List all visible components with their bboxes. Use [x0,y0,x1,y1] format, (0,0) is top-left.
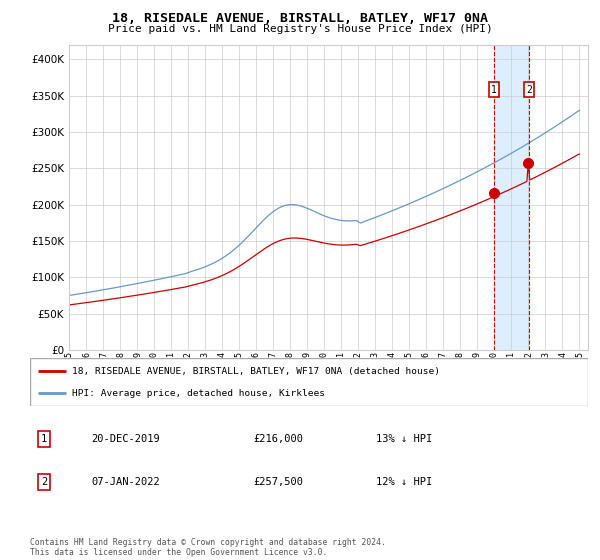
Text: 18, RISEDALE AVENUE, BIRSTALL, BATLEY, WF17 0NA: 18, RISEDALE AVENUE, BIRSTALL, BATLEY, W… [112,12,488,25]
Text: Price paid vs. HM Land Registry's House Price Index (HPI): Price paid vs. HM Land Registry's House … [107,24,493,34]
Text: 13% ↓ HPI: 13% ↓ HPI [376,434,432,444]
Text: 18, RISEDALE AVENUE, BIRSTALL, BATLEY, WF17 0NA (detached house): 18, RISEDALE AVENUE, BIRSTALL, BATLEY, W… [72,367,440,376]
Text: 2: 2 [41,477,47,487]
Text: 1: 1 [41,434,47,444]
Text: Contains HM Land Registry data © Crown copyright and database right 2024.
This d: Contains HM Land Registry data © Crown c… [30,538,386,557]
Text: 1: 1 [491,85,497,95]
Text: £257,500: £257,500 [253,477,303,487]
Text: 07-JAN-2022: 07-JAN-2022 [91,477,160,487]
Text: HPI: Average price, detached house, Kirklees: HPI: Average price, detached house, Kirk… [72,389,325,398]
Text: 12% ↓ HPI: 12% ↓ HPI [376,477,432,487]
FancyBboxPatch shape [30,358,588,406]
Text: £216,000: £216,000 [253,434,303,444]
Bar [494,45,529,350]
Text: 20-DEC-2019: 20-DEC-2019 [91,434,160,444]
Text: 2: 2 [526,85,532,95]
